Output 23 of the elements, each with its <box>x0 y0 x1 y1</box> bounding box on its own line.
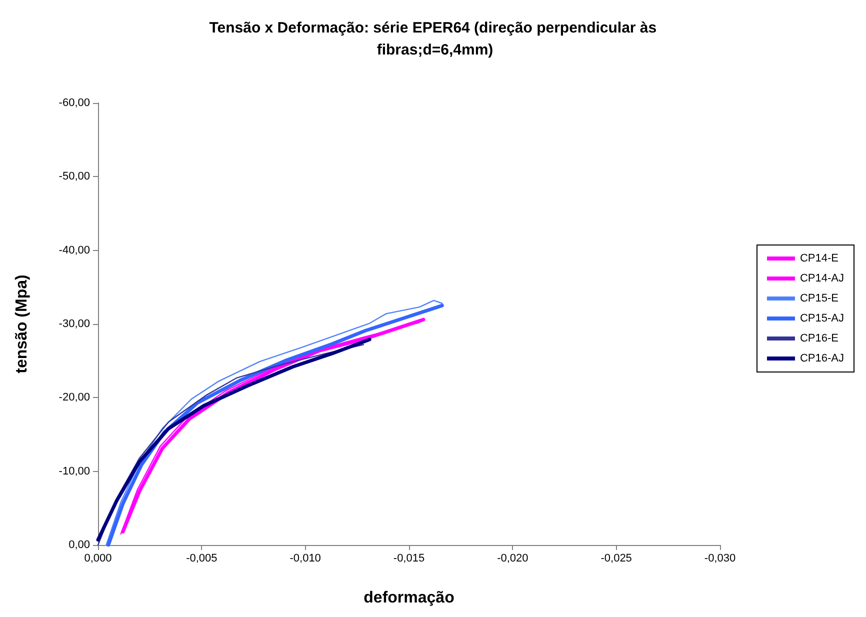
y-tick-label: 0,00 <box>68 539 90 551</box>
x-tick-label: -0,015 <box>393 552 425 564</box>
x-tick-label: 0,000 <box>84 552 112 564</box>
x-tick-label: -0,020 <box>497 552 528 564</box>
legend-label: CP16-E <box>800 332 839 344</box>
legend-label: CP16-AJ <box>800 352 844 364</box>
y-tick-label: -30,00 <box>58 318 90 330</box>
x-tick-label: -0,030 <box>704 552 736 564</box>
legend-label: CP15-AJ <box>800 312 844 324</box>
y-tick-label: -10,00 <box>58 465 90 478</box>
y-tick-label: -50,00 <box>58 170 90 183</box>
chart-title: Tensão x Deformação: série EPER64 (direção perpendicular às fibras;d=6,4mm) <box>209 20 661 58</box>
y-tick-label: -20,00 <box>58 392 90 404</box>
y-axis-title: tensão (Mpa) <box>14 274 30 374</box>
y-tick-label: -60,00 <box>58 97 90 109</box>
x-tick-label: -0,025 <box>600 552 632 564</box>
x-tick-label: -0,010 <box>290 552 321 564</box>
x-tick-label: -0,005 <box>186 552 218 564</box>
legend-label: CP14-AJ <box>800 272 844 284</box>
legend-label: CP14-E <box>800 252 839 264</box>
y-tick-label: -40,00 <box>58 244 90 256</box>
legend-label: CP15-E <box>800 292 839 304</box>
x-axis-title: deformação <box>364 590 455 606</box>
